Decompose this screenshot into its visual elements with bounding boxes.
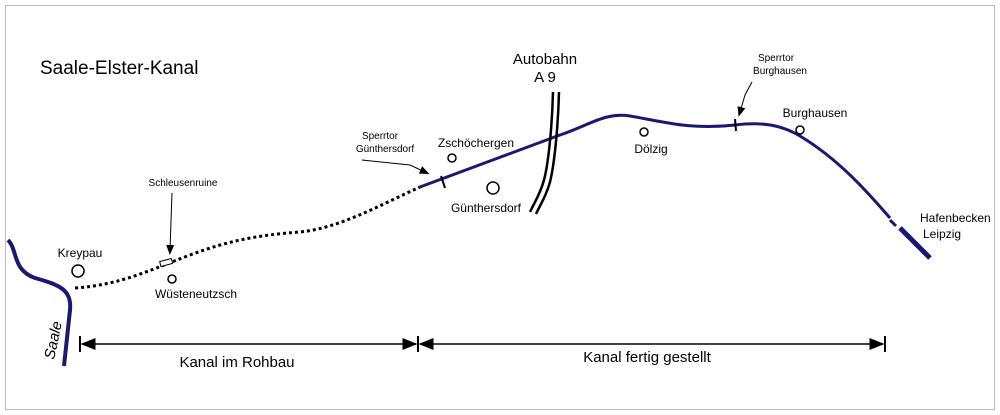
river bbox=[6, 238, 73, 367]
place-label: Wüsteneutzsch bbox=[155, 287, 237, 301]
gate-label: Burghausen bbox=[753, 66, 807, 77]
gate-label: Günthersdorf bbox=[356, 144, 415, 155]
canal-end bbox=[888, 218, 898, 228]
lock-ruin bbox=[159, 257, 174, 268]
place-marker bbox=[795, 125, 805, 135]
gate bbox=[734, 118, 737, 132]
section-label: Kanal im Rohbau bbox=[179, 354, 294, 371]
place-label: Günthersdorf bbox=[451, 201, 522, 215]
autobahn-label: A 9 bbox=[534, 69, 556, 86]
gate-pointer bbox=[737, 81, 753, 117]
canal bbox=[419, 113, 892, 219]
gate-label: Sperrtor bbox=[362, 131, 399, 142]
autobahn bbox=[534, 91, 561, 215]
harbour-basin bbox=[898, 226, 932, 260]
place-marker bbox=[486, 181, 500, 195]
gate bbox=[440, 175, 446, 189]
ruin-pointer bbox=[166, 192, 175, 255]
autobahn-label: Autobahn bbox=[513, 51, 577, 68]
harbour-label: Hafenbecken bbox=[920, 211, 991, 225]
place-marker bbox=[167, 274, 177, 284]
section-label: Kanal fertig gestellt bbox=[583, 349, 711, 366]
place-label: Kreypau bbox=[58, 246, 103, 260]
autobahn bbox=[528, 91, 555, 213]
place-marker bbox=[639, 127, 649, 137]
place-label: Zschöchergen bbox=[438, 136, 514, 150]
title: Saale-Elster-Kanal bbox=[40, 58, 198, 79]
gate-label: Sperrtor bbox=[758, 53, 795, 64]
place-marker bbox=[71, 264, 85, 278]
place-marker bbox=[447, 153, 457, 163]
place-label: Schleusenruine bbox=[149, 178, 218, 189]
place-label: Dölzig bbox=[634, 142, 667, 156]
gate-pointer bbox=[361, 159, 430, 175]
place-label: Burghausen bbox=[783, 106, 848, 120]
harbour-label: Leipzig bbox=[923, 227, 961, 241]
